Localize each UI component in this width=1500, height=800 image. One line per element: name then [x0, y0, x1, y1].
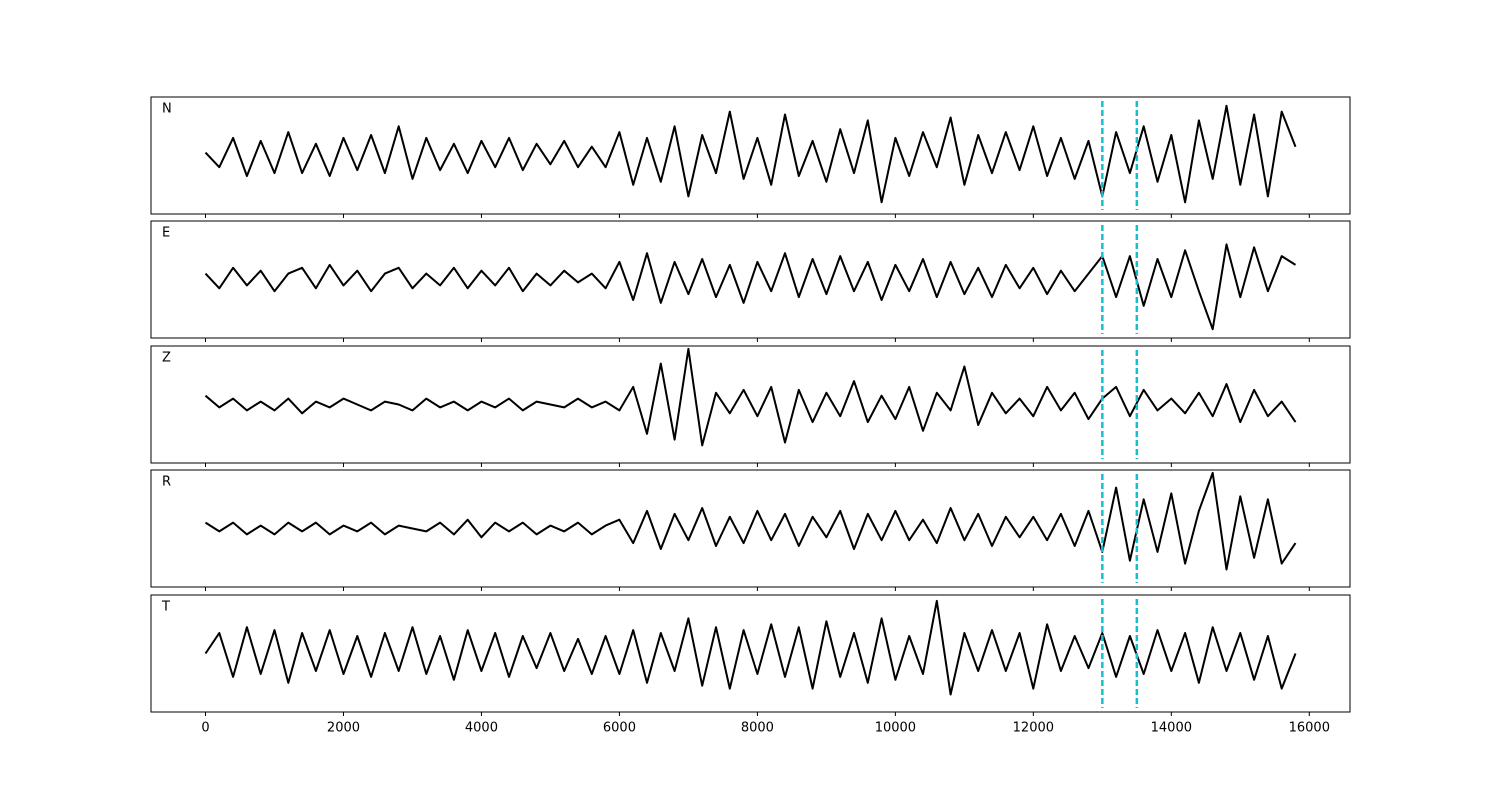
x-tick-label: 8000: [741, 721, 774, 736]
x-tick-label: 10000: [875, 721, 916, 736]
panel-frame: [150, 594, 1351, 713]
x-tick-label: 6000: [603, 721, 636, 736]
panel-frame: [150, 345, 1351, 464]
panel-frame: [150, 220, 1351, 339]
x-tick-label: 2000: [327, 721, 360, 736]
panel-frame: [150, 469, 1351, 588]
trace: [204, 347, 1297, 447]
x-tick-label: 12000: [1013, 721, 1054, 736]
panel-label: E: [162, 226, 170, 241]
panel-label: N: [162, 102, 172, 117]
x-tick-label: 14000: [1151, 721, 1192, 736]
panel-label: Z: [162, 351, 171, 366]
x-tick-label: 16000: [1289, 721, 1330, 736]
panel-label: T: [161, 600, 170, 615]
trace: [204, 104, 1297, 204]
trace: [204, 243, 1297, 331]
x-tick-label: 0: [201, 721, 209, 736]
x-tick-label: 4000: [465, 721, 498, 736]
trace: [204, 471, 1297, 571]
trace: [204, 599, 1297, 696]
panel-frame: [150, 96, 1351, 215]
panel-label: R: [162, 475, 171, 490]
